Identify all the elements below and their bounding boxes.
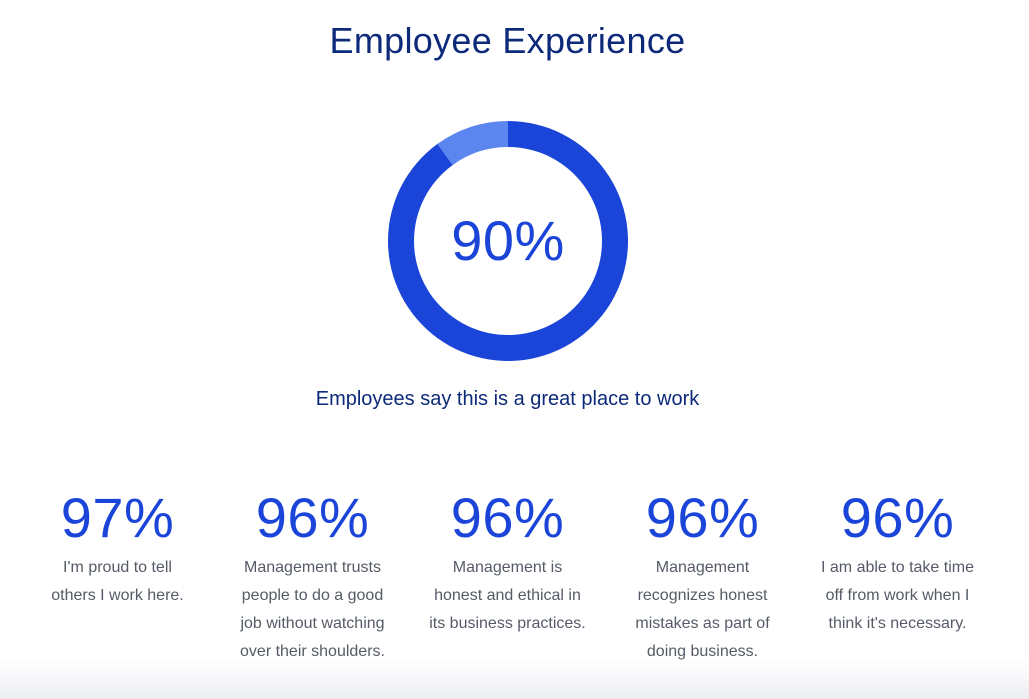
donut-slice-1	[437, 121, 508, 165]
stat-item: 96% I am able to take time off from work…	[810, 488, 985, 638]
bottom-fade	[0, 659, 1029, 699]
stat-label: Management is honest and ethical in its …	[429, 559, 586, 632]
stat-item: 97% I'm proud to tell others I work here…	[30, 488, 205, 610]
stat-label: I'm proud to tell others I work here.	[51, 559, 184, 604]
stat-value: 96%	[450, 486, 565, 549]
stat-value: 97%	[60, 486, 175, 549]
stat-value: 96%	[255, 486, 370, 549]
donut-chart: 90%	[387, 120, 629, 362]
stat-value: 96%	[840, 486, 955, 549]
stat-label: Management trusts people to do a good jo…	[240, 559, 385, 660]
donut-center-label: 90%	[451, 209, 565, 272]
stat-item: 96% Management recognizes honest mistake…	[615, 488, 790, 666]
stat-label: Management recognizes honest mistakes as…	[635, 559, 770, 660]
stat-label: I am able to take time off from work whe…	[821, 559, 974, 632]
stat-value: 96%	[645, 486, 760, 549]
page-title: Employee Experience	[329, 20, 686, 61]
stat-item: 96% Management is honest and ethical in …	[420, 488, 595, 638]
stats-row: 97% I'm proud to tell others I work here…	[20, 488, 995, 668]
stat-item: 96% Management trusts people to do a goo…	[225, 488, 400, 666]
donut-chart-svg	[388, 121, 628, 361]
donut-caption: Employees say this is a great place to w…	[315, 388, 700, 410]
